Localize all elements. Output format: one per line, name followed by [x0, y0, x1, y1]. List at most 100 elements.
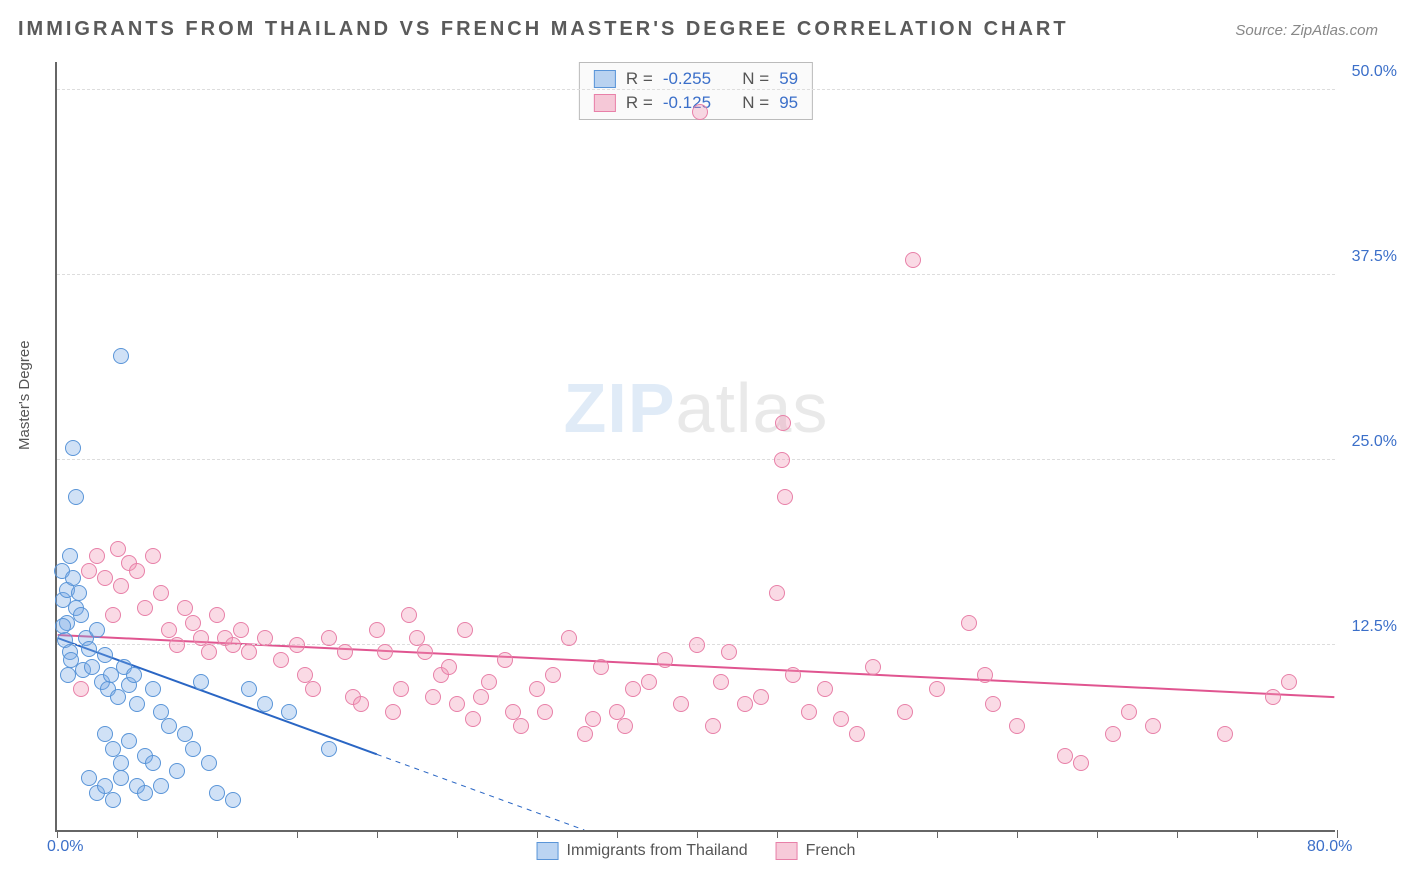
- n-label: N =: [733, 69, 769, 89]
- scatter-point: [121, 733, 137, 749]
- scatter-point: [225, 637, 241, 653]
- scatter-point: [775, 415, 791, 431]
- scatter-point: [113, 348, 129, 364]
- scatter-point: [126, 667, 142, 683]
- scatter-point: [137, 600, 153, 616]
- scatter-point: [817, 681, 833, 697]
- scatter-point: [897, 704, 913, 720]
- scatter-point: [377, 644, 393, 660]
- y-axis-label: Master's Degree: [16, 340, 33, 450]
- scatter-point: [513, 718, 529, 734]
- scatter-point: [769, 585, 785, 601]
- legend-swatch: [776, 842, 798, 860]
- scatter-point: [617, 718, 633, 734]
- x-tick: [857, 830, 858, 838]
- scatter-point: [609, 704, 625, 720]
- legend-label: French: [806, 842, 856, 860]
- scatter-point: [777, 489, 793, 505]
- legend-item: French: [776, 842, 856, 860]
- scatter-point: [833, 711, 849, 727]
- scatter-point: [289, 637, 305, 653]
- scatter-point: [161, 622, 177, 638]
- watermark: ZIPatlas: [564, 368, 829, 448]
- x-tick: [217, 830, 218, 838]
- scatter-point: [1057, 748, 1073, 764]
- scatter-point: [465, 711, 481, 727]
- trendlines-svg: [57, 62, 1335, 830]
- scatter-point: [369, 622, 385, 638]
- scatter-point: [321, 630, 337, 646]
- x-tick: [617, 830, 618, 838]
- scatter-point: [737, 696, 753, 712]
- gridline-h: [57, 274, 1335, 275]
- scatter-point: [137, 785, 153, 801]
- scatter-point: [185, 741, 201, 757]
- watermark-bold: ZIP: [564, 369, 676, 447]
- x-tick: [137, 830, 138, 838]
- scatter-point: [201, 755, 217, 771]
- scatter-point: [105, 607, 121, 623]
- scatter-point: [257, 630, 273, 646]
- scatter-point: [193, 630, 209, 646]
- scatter-point: [225, 792, 241, 808]
- scatter-point: [81, 563, 97, 579]
- scatter-point: [537, 704, 553, 720]
- scatter-point: [441, 659, 457, 675]
- scatter-point: [129, 696, 145, 712]
- x-tick: [377, 830, 378, 838]
- scatter-point: [1217, 726, 1233, 742]
- scatter-point: [105, 792, 121, 808]
- scatter-point: [177, 726, 193, 742]
- scatter-point: [1105, 726, 1121, 742]
- scatter-point: [337, 644, 353, 660]
- scatter-point: [401, 607, 417, 623]
- scatter-point: [865, 659, 881, 675]
- scatter-point: [81, 770, 97, 786]
- scatter-point: [849, 726, 865, 742]
- scatter-point: [457, 622, 473, 638]
- scatter-point: [1145, 718, 1161, 734]
- scatter-point: [1009, 718, 1025, 734]
- scatter-point: [393, 681, 409, 697]
- x-tick-label: 80.0%: [1307, 838, 1352, 856]
- scatter-point: [1265, 689, 1281, 705]
- n-label: N =: [733, 93, 769, 113]
- stats-row: R = -0.255 N = 59: [594, 67, 798, 91]
- legend-label: Immigrants from Thailand: [567, 842, 748, 860]
- scatter-point: [105, 741, 121, 757]
- scatter-point: [153, 585, 169, 601]
- x-tick: [1177, 830, 1178, 838]
- scatter-point: [185, 615, 201, 631]
- scatter-point: [641, 674, 657, 690]
- scatter-point: [68, 489, 84, 505]
- scatter-point: [673, 696, 689, 712]
- scatter-point: [65, 570, 81, 586]
- scatter-point: [977, 667, 993, 683]
- scatter-point: [1281, 674, 1297, 690]
- scatter-point: [145, 681, 161, 697]
- scatter-point: [801, 704, 817, 720]
- scatter-point: [721, 644, 737, 660]
- scatter-point: [1073, 755, 1089, 771]
- x-tick: [937, 830, 938, 838]
- chart-title: IMMIGRANTS FROM THAILAND VS FRENCH MASTE…: [18, 18, 1069, 41]
- scatter-point: [593, 659, 609, 675]
- x-tick: [57, 830, 58, 838]
- scatter-point: [84, 659, 100, 675]
- y-tick-label: 37.5%: [1352, 248, 1397, 266]
- gridline-h: [57, 89, 1335, 90]
- scatter-point: [713, 674, 729, 690]
- scatter-point: [257, 696, 273, 712]
- scatter-point: [81, 641, 97, 657]
- x-tick: [697, 830, 698, 838]
- scatter-point: [97, 647, 113, 663]
- scatter-point: [705, 718, 721, 734]
- scatter-point: [497, 652, 513, 668]
- scatter-point: [153, 778, 169, 794]
- scatter-point: [785, 667, 801, 683]
- source-prefix: Source:: [1235, 22, 1291, 39]
- scatter-point: [425, 689, 441, 705]
- x-tick: [457, 830, 458, 838]
- scatter-point: [145, 755, 161, 771]
- scatter-point: [209, 607, 225, 623]
